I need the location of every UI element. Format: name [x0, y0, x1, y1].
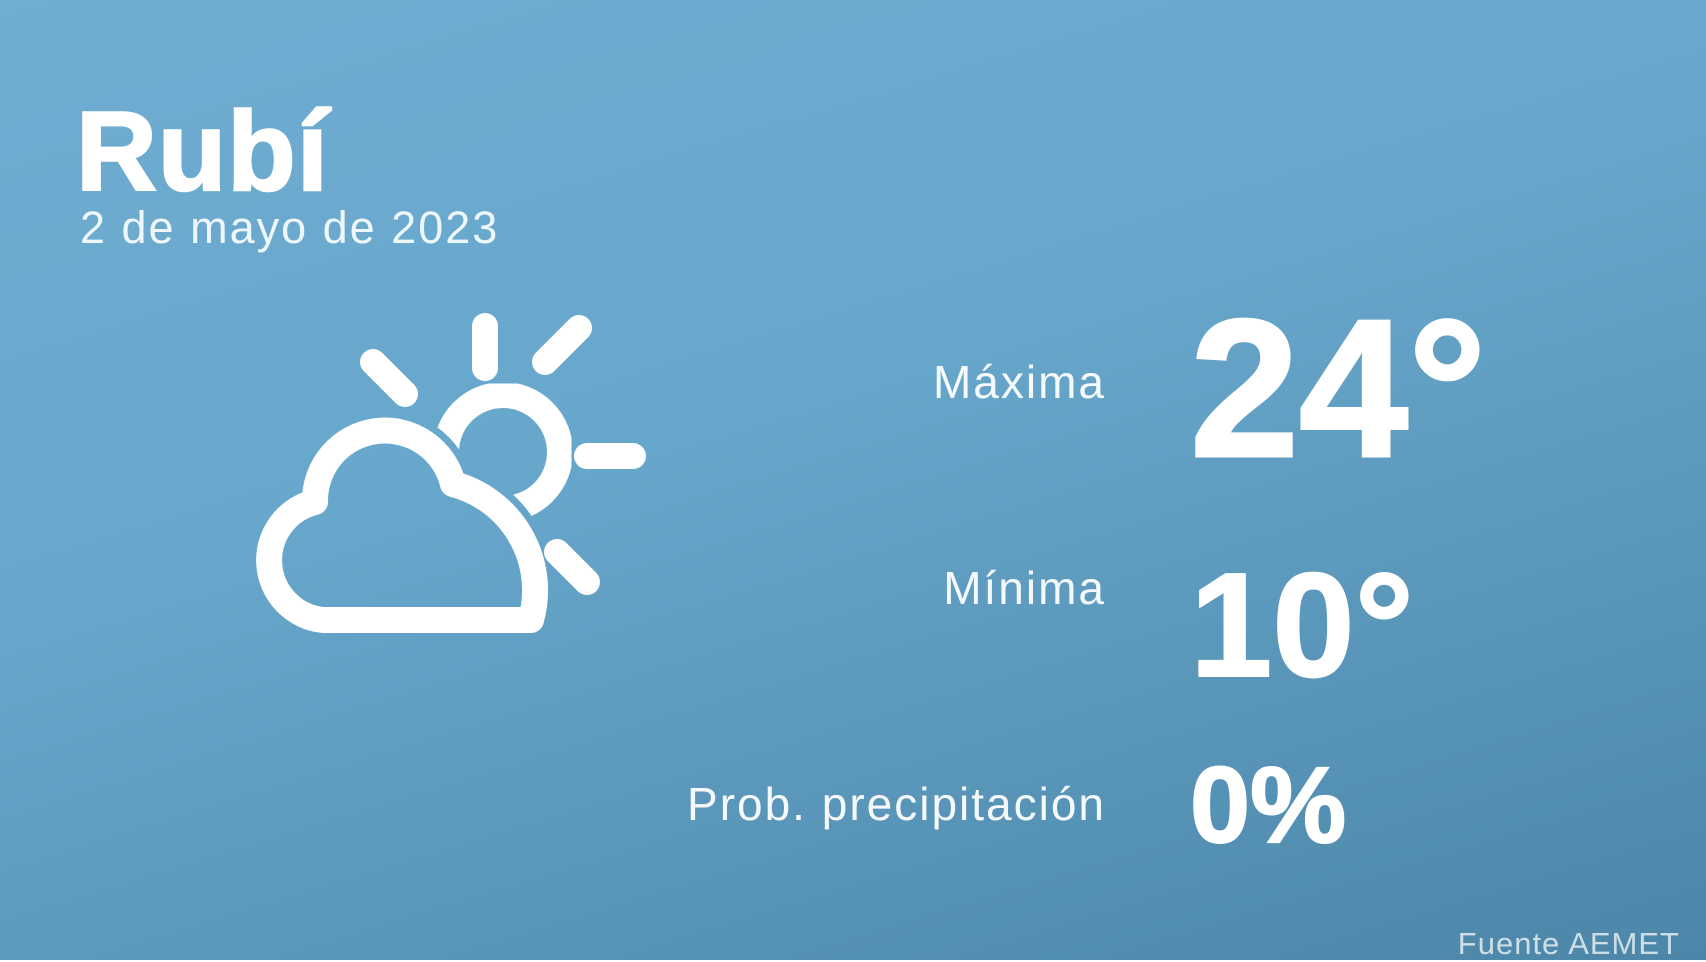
sun-ray-upper-left	[360, 349, 418, 407]
sun-ray-lower-right	[544, 539, 600, 595]
page-title: Rubí	[75, 89, 329, 214]
source-attribution: Fuente AEMET	[1457, 926, 1680, 961]
metric-label-precipitacion: Prob. precipitación	[687, 778, 1106, 830]
metric-label-maxima: Máxima	[932, 356, 1106, 408]
sun-behind-cloud-icon	[256, 313, 646, 633]
date-subtitle: 2 de mayo de 2023	[80, 202, 500, 253]
metric-value-minima: 10°	[1189, 543, 1415, 708]
metric-label-minima: Mínima	[943, 562, 1106, 614]
metric-value-maxima: 24°	[1188, 279, 1487, 498]
weather-icon	[235, 300, 660, 645]
metric-value-precipitacion: 0%	[1189, 744, 1347, 865]
sun-ray-upper-right	[532, 315, 592, 375]
cloud-outline	[256, 417, 548, 633]
